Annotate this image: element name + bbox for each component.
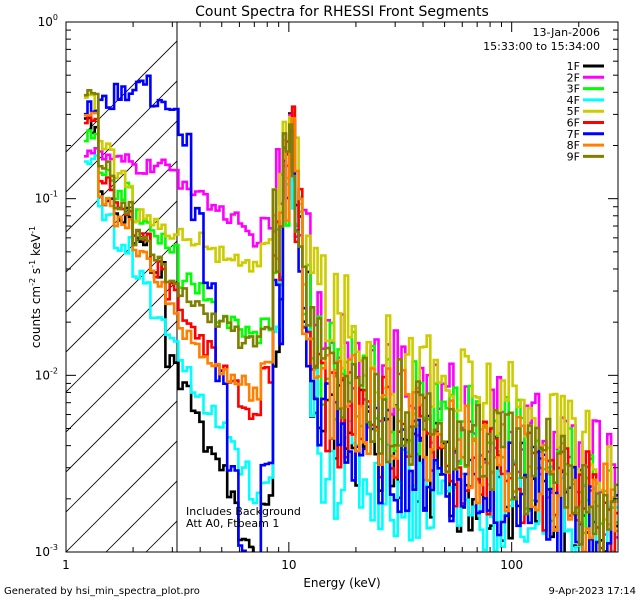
series-4F [83,130,618,552]
legend-label-8F: 8F [567,139,580,152]
y-label-b-sup: -1 [28,260,37,268]
hatch-line [66,40,177,153]
hatch-line [66,400,177,513]
time-range-label: 15:33:00 to 15:34:00 [483,40,600,53]
date-label: 13-Jan-2006 [533,26,601,39]
series-5F [83,93,618,521]
y-label-c-sup: -1 [28,226,37,234]
hatch-line [66,240,177,353]
annotation-attenuator: Att A0, Ftbeam 1 [186,517,279,530]
y-tick-label: 100 [38,13,58,29]
y-axis-label: counts cm-2 s-1 keV-1 [28,226,43,348]
hatch-line [66,200,177,313]
annotation-background: Includes Background [186,505,301,518]
legend-label-9F: 9F [567,150,580,163]
series-9F [83,89,618,552]
hatch-line [66,280,177,393]
legend-label-2F: 2F [567,71,580,84]
y-tick-label: 10-1 [35,190,58,206]
y-label-b: s [29,268,43,278]
x-tick-label: 100 [500,558,523,572]
series-7F [83,74,618,552]
legend-label-1F: 1F [567,60,580,73]
x-axis-label: Energy (keV) [303,576,380,590]
generated-by-label: Generated by hsi_min_spectra_plot.pro [4,586,200,597]
timestamp-label: 9-Apr-2023 17:14 [549,586,636,597]
legend-label-4F: 4F [567,94,580,107]
y-label-c: keV [29,233,43,260]
shaded-region [66,22,178,552]
y-label-a: counts cm [29,286,43,348]
series-8F [83,111,618,552]
y-tick-label: 10-2 [35,366,58,382]
x-tick-label: 1 [62,558,70,572]
x-tick-label: 10 [281,558,296,572]
hatch-line [66,360,177,473]
legend-label-5F: 5F [567,105,580,118]
hatch-line [66,440,177,552]
y-axis: 10-3 10-2 10-1 100 [35,13,618,559]
legend-label-6F: 6F [567,117,580,130]
y-tick-label: 10-3 [35,543,58,559]
series-layer [83,74,618,552]
hatch-line [66,80,177,193]
plot-frame [65,21,619,553]
y-label-a-sup: -2 [28,278,37,286]
x-axis: 1 10 100 [62,22,619,572]
legend-label-3F: 3F [567,83,580,96]
chart-title: Count Spectra for RHESSI Front Segments [195,4,489,20]
legend-label-7F: 7F [567,128,580,141]
